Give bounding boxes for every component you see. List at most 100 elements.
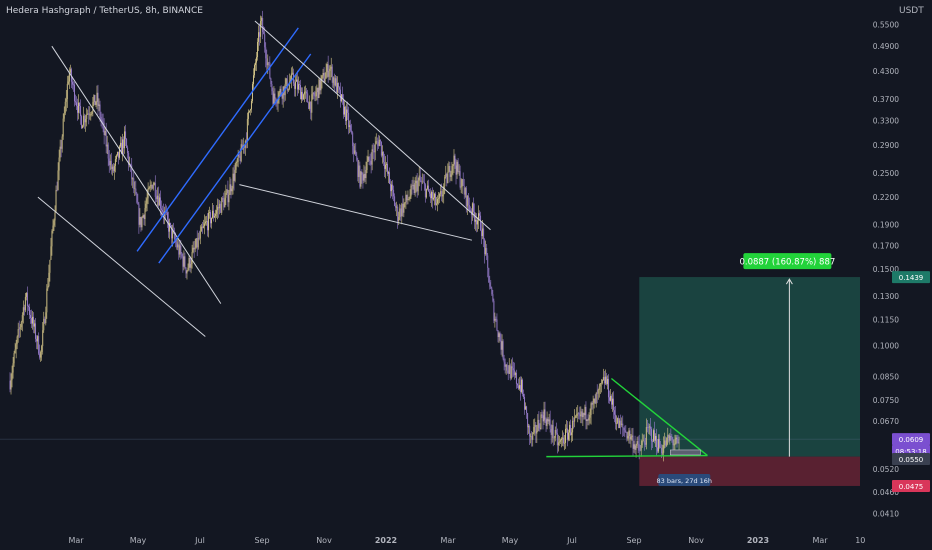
candle-body [171, 225, 173, 239]
candle-body [253, 75, 254, 85]
candle-body [16, 336, 18, 345]
candle-body [11, 372, 13, 381]
time-axis[interactable]: Mar May Jul Sep Nov 2022 Mar May Jul Sep Nov 2023 Ma… [68, 536, 865, 545]
candle-body [596, 393, 598, 394]
price-tick-label: 0.2200 [873, 193, 899, 202]
candle-body [218, 206, 220, 209]
profit-zone [639, 277, 860, 457]
candle-body [419, 175, 421, 181]
candle-body [526, 406, 528, 414]
candle-body [392, 184, 394, 190]
candle-body [44, 318, 46, 324]
candle-body [570, 424, 572, 435]
candle-body [83, 115, 85, 126]
candle-body [18, 329, 20, 330]
price-tick-label: 0.0520 [873, 465, 899, 474]
white-trendline[interactable] [37, 196, 206, 337]
candle-body [59, 146, 61, 158]
candle-body [398, 217, 400, 222]
candle-body [99, 104, 101, 118]
candle-body [514, 373, 516, 376]
candle-body [437, 199, 439, 204]
candle-body [75, 101, 76, 103]
candle-body [151, 184, 153, 189]
arrow-head-icon [785, 278, 793, 285]
candle-body [241, 144, 243, 150]
candle-body [234, 169, 236, 181]
candle-body [602, 377, 604, 381]
candle-body [303, 94, 305, 100]
candle-body [620, 420, 622, 426]
candle-body [106, 144, 108, 147]
candle-body [368, 156, 370, 161]
white-trendline[interactable] [51, 45, 222, 304]
price-tick-label: 0.1500 [873, 265, 899, 274]
candle-body [441, 191, 443, 197]
candle-body [515, 373, 517, 384]
candle-body [209, 212, 210, 213]
candle-body [110, 160, 112, 170]
candle-body [67, 81, 69, 84]
position-overlay[interactable]: 0.0887 (160.87%) 887 83 bars, 27d 16h [657, 253, 836, 486]
white-trendline[interactable] [239, 184, 473, 241]
candle-body [566, 428, 567, 430]
candle-body [214, 215, 216, 218]
time-tick-label: 2022 [375, 536, 397, 545]
candle-body [508, 365, 510, 374]
candle-body [265, 47, 267, 59]
price-axis[interactable]: 0.5500 0.4900 0.4300 0.3700 0.3300 0.2900 0.25… [873, 20, 930, 519]
white-trendline[interactable] [254, 20, 491, 231]
candle-body [93, 94, 95, 103]
candle-body [656, 435, 657, 448]
candle-body [346, 109, 348, 121]
blue-trendline[interactable] [158, 53, 312, 264]
candle-body [504, 362, 506, 367]
blue-trendline[interactable] [136, 27, 299, 252]
candle-body [669, 435, 671, 441]
price-badge [892, 479, 930, 492]
time-tick-label: Mar [68, 536, 84, 545]
candle-body [482, 228, 484, 237]
candle-body [547, 418, 549, 422]
price-tick-label: 0.0670 [873, 417, 899, 426]
candle-body [136, 193, 138, 203]
candle-body [394, 196, 396, 206]
candle-body [463, 185, 465, 195]
candle-body [131, 165, 133, 180]
price-badge-label: 0.0550 [899, 456, 924, 464]
candle-body [595, 393, 597, 404]
trendlines[interactable] [37, 20, 708, 458]
candle-body [676, 437, 678, 440]
candle-body [84, 115, 86, 123]
candle-body [135, 188, 137, 194]
candle-body [405, 194, 407, 203]
candle-body [154, 182, 156, 197]
candle-body [277, 99, 279, 104]
candle-body [452, 164, 454, 167]
candle-body [254, 65, 255, 76]
candle-body [539, 427, 541, 430]
green-trendline[interactable] [610, 377, 708, 457]
candle-body [200, 226, 202, 232]
candle-body [672, 439, 674, 446]
green-trendline[interactable] [546, 454, 708, 458]
candle-body [46, 288, 48, 313]
candle-body [583, 413, 585, 416]
candle-body [161, 209, 163, 212]
candle-body [10, 380, 12, 390]
candle-body [248, 110, 250, 112]
candle-body [488, 267, 490, 283]
candle-body [76, 102, 77, 106]
candle-body [619, 420, 621, 429]
candle-body [222, 198, 224, 200]
candle-body [197, 237, 199, 248]
candle-body [404, 202, 406, 204]
candle-body [589, 414, 591, 418]
candle-body [94, 94, 96, 105]
candle-body [26, 292, 28, 307]
candle-body [112, 166, 114, 172]
range-handle[interactable] [669, 449, 701, 456]
candle-body [305, 91, 307, 93]
candle-body [468, 205, 470, 211]
